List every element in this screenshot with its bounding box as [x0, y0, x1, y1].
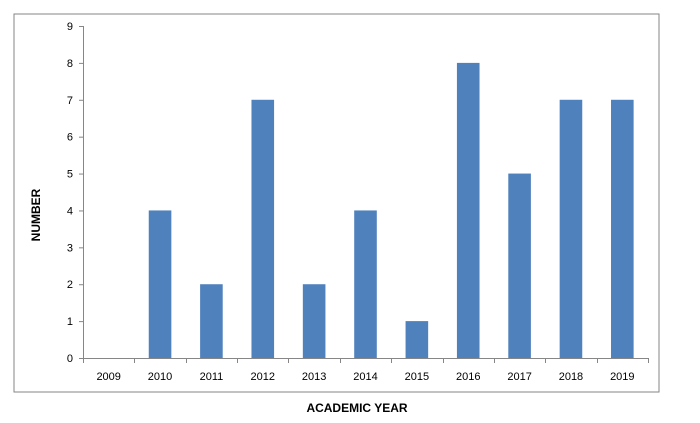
bar-2010	[148, 210, 172, 358]
y-tick-label: 1	[67, 316, 73, 328]
x-tick-label: 2012	[251, 371, 275, 383]
y-tick-label: 4	[67, 205, 73, 217]
y-tick-label: 0	[67, 353, 73, 365]
bar-2012	[251, 99, 275, 359]
y-tick-label: 6	[67, 132, 73, 144]
y-tick-label: 2	[67, 279, 73, 291]
bar-2015	[405, 321, 429, 358]
x-tick-label: 2019	[610, 371, 634, 383]
y-axis-title: NUMBER	[29, 188, 43, 241]
x-tick-label: 2017	[507, 371, 531, 383]
y-tick-label: 8	[67, 58, 73, 70]
bar-2014	[354, 210, 377, 358]
x-tick-label: 2013	[302, 371, 326, 383]
x-tick-label: 2009	[96, 371, 120, 383]
x-tick-label: 2018	[559, 371, 583, 383]
chart-frame	[13, 13, 660, 393]
bar-2019	[611, 99, 634, 359]
bar-2017	[508, 173, 531, 358]
x-axis-title: ACADEMIC YEAR	[306, 401, 407, 415]
x-tick-label: 2016	[456, 371, 480, 383]
bar-2013	[302, 284, 326, 358]
y-tick-label: 3	[67, 242, 73, 254]
bar-2018	[559, 99, 583, 359]
x-tick-label: 2010	[148, 371, 172, 383]
y-ticks-group: 0 1 2 3 4 5 6 7 8 9	[67, 21, 83, 365]
bar-2011	[200, 284, 223, 358]
x-tick-label: 2015	[405, 371, 429, 383]
bars-group	[148, 62, 634, 359]
x-ticks-group: 2009 2010 2011 2012 2013 2014 2015 2016 2017 2018…	[83, 358, 649, 383]
bar-2016	[456, 62, 480, 359]
y-tick-label: 7	[67, 95, 73, 107]
x-tick-label: 2014	[353, 371, 377, 383]
x-tick-label: 2011	[200, 371, 224, 383]
y-tick-label: 5	[67, 169, 73, 181]
y-tick-label: 9	[67, 21, 73, 33]
